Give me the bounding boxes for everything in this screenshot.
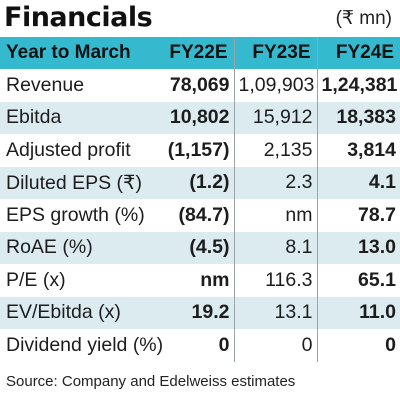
cell-fy23e: 15,912 — [233, 101, 317, 134]
row-label: EPS growth (%) — [6, 203, 145, 226]
row-label: Diluted EPS (₹) — [6, 171, 142, 194]
unit-label: (₹ mn) — [335, 8, 392, 29]
row-label: EV/Ebitda (x) — [6, 301, 121, 324]
financials-table: Year to March FY22E FY23E FY24E Revenue … — [0, 37, 400, 362]
cell-fy23e: 0 — [233, 329, 317, 362]
header-fy22e: FY22E — [169, 42, 228, 63]
cell-fy24e: 78.7 — [316, 199, 400, 232]
table-row: Revenue 78,069 1,09,903 1,24,381 — [0, 69, 400, 102]
cell-fy22e: 10,802 — [169, 106, 230, 129]
cell-fy22e: 0 — [218, 333, 230, 356]
cell-fy24e: 11.0 — [316, 296, 400, 329]
header-fy24e: FY24E — [316, 37, 400, 69]
cell-fy24e: 4.1 — [316, 166, 400, 199]
table-row: RoAE (%) (4.5) 8.1 13.0 — [0, 231, 400, 264]
table-row: Ebitda 10,802 15,912 18,383 — [0, 101, 400, 134]
cell-fy24e: 3,814 — [316, 134, 400, 167]
table-row: Diluted EPS (₹) (1.2) 2.3 4.1 — [0, 166, 400, 199]
cell-fy24e: 1,24,381 — [316, 69, 400, 102]
cell-fy22e: (1,157) — [167, 138, 230, 161]
row-label: Revenue — [6, 73, 85, 96]
row-label: P/E (x) — [6, 268, 66, 291]
row-label: RoAE (%) — [6, 236, 93, 259]
table-row: P/E (x) nm 116.3 65.1 — [0, 264, 400, 297]
cell-fy23e: 116.3 — [233, 264, 317, 297]
cell-fy24e: 65.1 — [316, 264, 400, 297]
table-row: Dividend yield (%) 0 0 0 — [0, 329, 400, 362]
cell-fy22e: nm — [200, 268, 230, 291]
header-fy23e: FY23E — [233, 37, 317, 69]
table-row: EV/Ebitda (x) 19.2 13.1 11.0 — [0, 296, 400, 329]
cell-fy23e: 1,09,903 — [233, 69, 317, 102]
cell-fy23e: 8.1 — [233, 231, 317, 264]
cell-fy23e: nm — [233, 199, 317, 232]
row-label: Dividend yield (%) — [6, 333, 164, 356]
cell-fy22e: (84.7) — [178, 203, 230, 226]
cell-fy22e: (1.2) — [189, 171, 230, 194]
cell-fy24e: 18,383 — [316, 101, 400, 134]
table-header-row: Year to March FY22E FY23E FY24E — [0, 37, 400, 69]
cell-fy22e: 19.2 — [191, 301, 230, 324]
cell-fy23e: 2,135 — [233, 134, 317, 167]
source-note: Source: Company and Edelweiss estimates — [6, 373, 296, 390]
cell-fy23e: 13.1 — [233, 296, 317, 329]
row-label: Adjusted profit — [6, 138, 131, 161]
table-row: EPS growth (%) (84.7) nm 78.7 — [0, 199, 400, 232]
cell-fy22e: (4.5) — [189, 236, 230, 259]
cell-fy22e: 78,069 — [169, 73, 230, 96]
cell-fy24e: 13.0 — [316, 231, 400, 264]
header-year-to-march: Year to March — [6, 42, 131, 63]
cell-fy24e: 0 — [316, 329, 400, 362]
row-label: Ebitda — [6, 106, 62, 129]
table-row: Adjusted profit (1,157) 2,135 3,814 — [0, 134, 400, 167]
cell-fy23e: 2.3 — [233, 166, 317, 199]
page-title: Financials — [4, 2, 153, 33]
